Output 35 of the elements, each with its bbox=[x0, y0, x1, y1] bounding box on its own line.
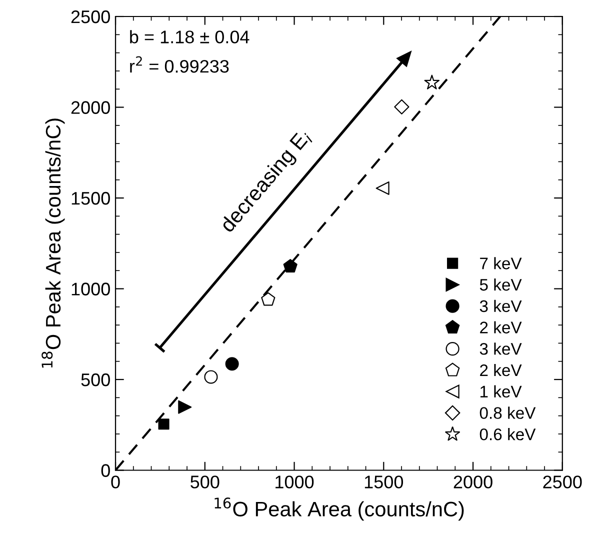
legend-label: 7 keV bbox=[480, 257, 522, 270]
point bbox=[178, 400, 192, 414]
point bbox=[394, 99, 410, 114]
point bbox=[204, 370, 218, 384]
point bbox=[376, 181, 390, 195]
point bbox=[158, 418, 170, 430]
x-axis-title: $^{16}$O Peak Area (counts/nC) bbox=[214, 498, 464, 521]
y-tick-label: 500 bbox=[81, 373, 110, 386]
legend-label: 0.8 keV bbox=[480, 406, 536, 419]
legend-label: 3 keV bbox=[480, 300, 522, 312]
x-tick-label: 1000 bbox=[276, 476, 314, 488]
y-tick-label: 2500 bbox=[71, 10, 110, 24]
x-tick-label: 500 bbox=[190, 476, 220, 488]
annotation: decreasing E$_{i}$ bbox=[218, 128, 314, 236]
point bbox=[261, 292, 276, 306]
x-tick-label: 0 bbox=[111, 476, 120, 488]
point bbox=[225, 357, 239, 371]
y-tick-label: 1500 bbox=[72, 192, 110, 205]
legend-label: 2 keV bbox=[480, 321, 522, 334]
legend-label: 2 keV bbox=[480, 364, 522, 376]
point bbox=[283, 259, 298, 273]
y-tick-label: 0 bbox=[101, 464, 110, 477]
x-tick-label: 2000 bbox=[454, 476, 492, 488]
legend-label: 3 keV bbox=[480, 342, 522, 355]
annotation: r$^{2}$ = 0.99233 bbox=[130, 56, 229, 73]
legend-label: 0.6 keV bbox=[480, 428, 536, 440]
y-tick-label: 1000 bbox=[72, 282, 110, 296]
legend-label: 5 keV bbox=[480, 278, 522, 291]
legend-label: 1 keV bbox=[480, 385, 522, 398]
annotation: b = 1.18 ± 0.04 bbox=[130, 30, 250, 44]
y-axis-title: $^{18}$O Peak Area (counts/nC) bbox=[42, 118, 65, 368]
x-tick-label: 2500 bbox=[543, 476, 582, 488]
x-tick-label: 1500 bbox=[364, 476, 404, 488]
y-tick-label: 2000 bbox=[71, 101, 110, 114]
point bbox=[424, 74, 440, 90]
